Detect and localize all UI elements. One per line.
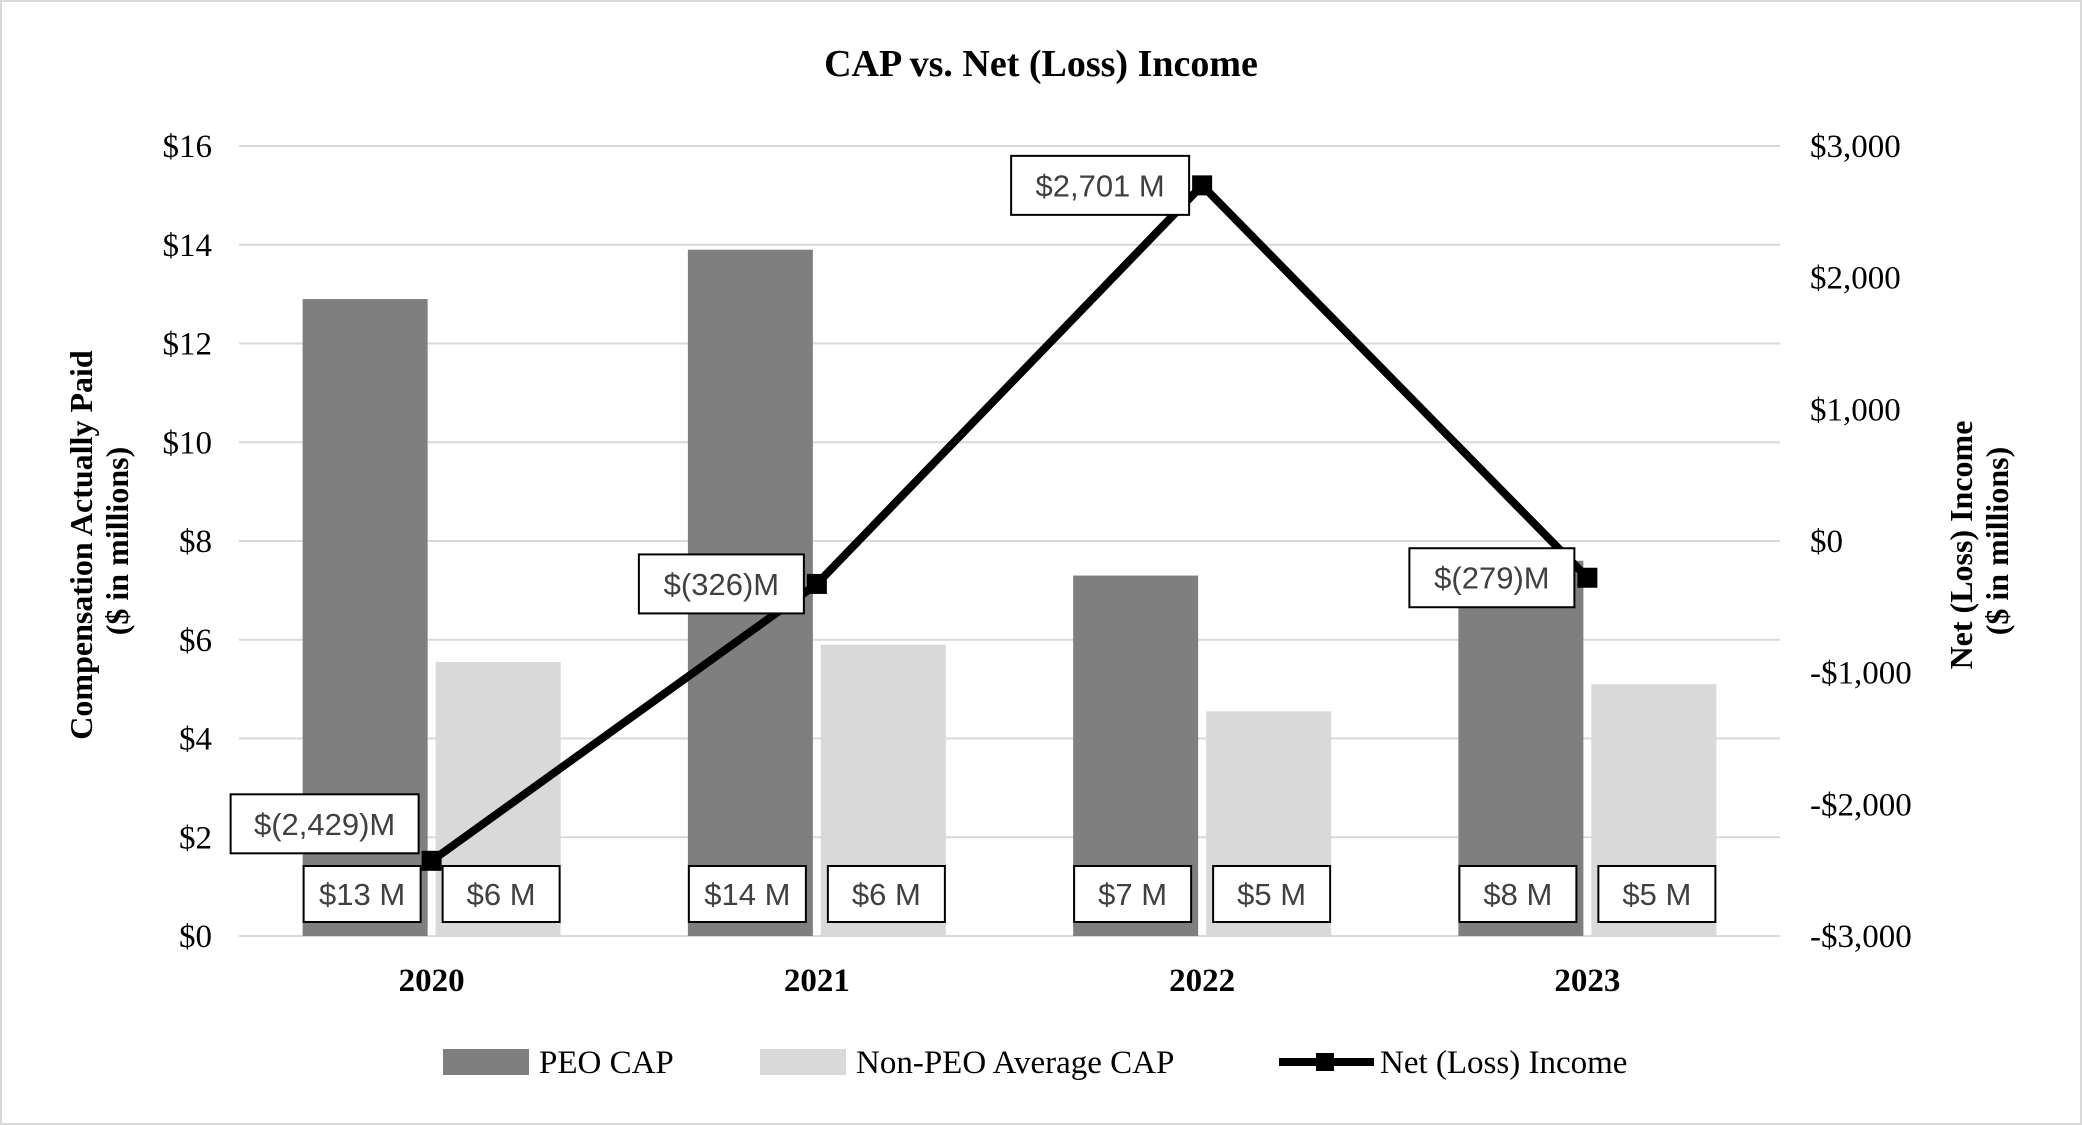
data-label-net-income: $(326)M	[637, 553, 805, 615]
data-label-non-peo-cap-text: $5 M	[1622, 877, 1691, 912]
data-label-peo-cap-text: $14 M	[704, 877, 790, 912]
data-label-non-peo-cap: $6 M	[826, 865, 946, 923]
data-label-non-peo-cap-text: $5 M	[1237, 877, 1306, 912]
y-tick-label: $0	[179, 919, 212, 955]
data-label-net-income-box	[229, 793, 420, 855]
data-label-peo-cap: $14 M	[687, 865, 807, 923]
data-label-net-income-text: $(326)M	[664, 567, 779, 602]
y-tick-label: $6	[179, 623, 212, 659]
legend-swatch-non-peo-cap	[760, 1049, 846, 1075]
data-labels: $13 M $6 M $14 M $6 M $7 M $5 M $8 M $5 M $(2,42…	[229, 154, 1717, 923]
net-income-line-path	[429, 179, 1591, 865]
data-label-peo-cap: $13 M	[302, 865, 422, 923]
y-axis-ticks: $0 $2 $4 $6 $8 $10 $12 $14 $16	[163, 129, 213, 955]
y-tick-label: $10	[163, 425, 213, 461]
data-label-net-income-box	[1408, 547, 1576, 609]
legend-marker-net-income	[1316, 1053, 1334, 1071]
legend-label-peo-cap: PEO CAP	[539, 1045, 674, 1081]
x-tick-label: 2020	[399, 963, 465, 999]
net-income-marker	[1192, 175, 1213, 196]
chart-title: CAP vs. Net (Loss) Income	[824, 43, 1258, 85]
y2-tick-label: $1,000	[1810, 392, 1901, 428]
y-tick-label: $8	[179, 524, 212, 560]
net-income-marker	[421, 850, 442, 871]
y2-axis-label-line1: Net (Loss) Income	[1943, 421, 1979, 670]
data-label-peo-cap-box	[302, 865, 422, 923]
net-income-marker	[1577, 567, 1598, 588]
y2-axis-label-line2: ($ in millions)	[1979, 447, 2015, 635]
data-label-non-peo-cap-text: $6 M	[467, 877, 536, 912]
data-label-non-peo-cap: $6 M	[441, 865, 561, 923]
y-axis-label-line2: ($ in millions)	[99, 447, 135, 635]
net-income-line	[421, 175, 1598, 871]
data-label-peo-cap-box	[1073, 865, 1193, 923]
y2-tick-label: $2,000	[1810, 261, 1901, 297]
data-label-peo-cap-text: $13 M	[319, 877, 405, 912]
data-label-net-income-text: $2,701 M	[1035, 168, 1164, 203]
y-tick-label: $16	[163, 129, 213, 165]
y-tick-label: $14	[163, 228, 213, 264]
y2-tick-label: $3,000	[1810, 129, 1901, 165]
x-tick-label: 2021	[784, 963, 850, 999]
y-axis-label: Compensation Actually Paid ($ in million…	[63, 342, 135, 739]
y2-tick-label: -$2,000	[1810, 787, 1912, 823]
data-label-non-peo-cap: $5 M	[1597, 865, 1717, 923]
legend-swatch-peo-cap	[443, 1049, 529, 1075]
data-label-non-peo-cap-box	[1212, 865, 1332, 923]
data-label-net-income: $2,701 M	[1010, 154, 1191, 216]
data-label-net-income: $(279)M	[1408, 547, 1576, 609]
data-label-peo-cap-text: $8 M	[1483, 877, 1552, 912]
y2-axis-label: Net (Loss) Income ($ in millions)	[1943, 413, 2015, 670]
data-label-non-peo-cap-box	[1597, 865, 1717, 923]
x-axis-ticks: 2020 2021 2022 2023	[399, 963, 1621, 999]
data-label-net-income-text: $(279)M	[1434, 561, 1549, 596]
data-label-peo-cap-text: $7 M	[1098, 877, 1167, 912]
data-label-peo-cap: $8 M	[1458, 865, 1578, 923]
data-label-net-income-text: $(2,429)M	[254, 807, 395, 842]
data-label-non-peo-cap-text: $6 M	[852, 877, 921, 912]
data-label-net-income: $(2,429)M	[229, 793, 420, 855]
data-label-net-income-box	[637, 553, 805, 615]
data-label-non-peo-cap-box	[826, 865, 946, 923]
legend-label-non-peo-cap: Non-PEO Average CAP	[856, 1045, 1174, 1081]
y-tick-label: $2	[179, 820, 212, 856]
data-label-peo-cap-box	[1458, 865, 1578, 923]
legend-label-net-income: Net (Loss) Income	[1380, 1045, 1627, 1081]
y2-tick-label: -$1,000	[1810, 656, 1912, 692]
y-tick-label: $4	[179, 722, 212, 758]
y2-axis-ticks: -$3,000 -$2,000 -$1,000 $0 $1,000 $2,000 $3,00…	[1810, 129, 1912, 955]
data-label-non-peo-cap-box	[441, 865, 561, 923]
x-tick-label: 2022	[1169, 963, 1235, 999]
y2-tick-label: -$3,000	[1810, 919, 1912, 955]
net-income-marker	[806, 573, 827, 594]
data-label-non-peo-cap: $5 M	[1212, 865, 1332, 923]
legend: PEO CAP Non-PEO Average CAP Net (Loss) I…	[443, 1045, 1627, 1081]
y2-tick-label: $0	[1810, 524, 1843, 560]
data-label-peo-cap-box	[687, 865, 807, 923]
x-tick-label: 2023	[1554, 963, 1620, 999]
data-label-net-income-box	[1010, 154, 1191, 216]
data-label-peo-cap: $7 M	[1073, 865, 1193, 923]
y-tick-label: $12	[163, 327, 213, 363]
y-axis-label-line1: Compensation Actually Paid	[63, 350, 99, 740]
